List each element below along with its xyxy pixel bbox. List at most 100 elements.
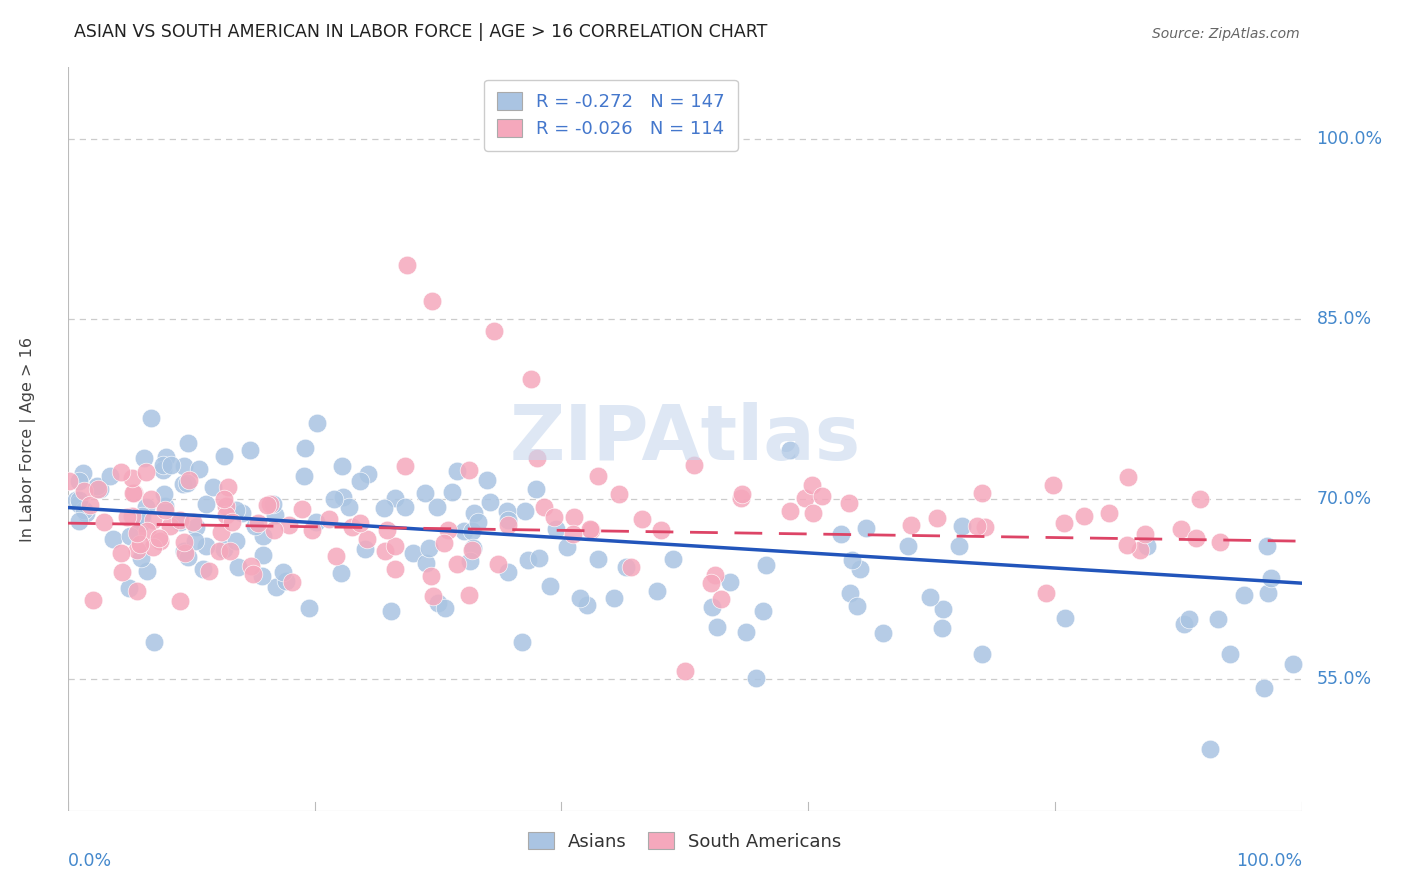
Point	[1199, 741, 1222, 756]
Point	[801, 477, 824, 491]
Point	[65, 492, 87, 507]
Point	[374, 544, 396, 558]
Point	[231, 506, 253, 520]
Point	[396, 258, 419, 272]
Point	[735, 625, 758, 640]
Point	[730, 491, 752, 506]
Point	[710, 592, 733, 607]
Point	[152, 458, 174, 472]
Point	[966, 519, 988, 533]
Point	[477, 473, 499, 487]
Point	[86, 479, 108, 493]
Point	[1115, 538, 1137, 552]
Point	[89, 482, 111, 496]
Point	[239, 558, 262, 573]
Point	[810, 489, 832, 503]
Point	[292, 469, 315, 483]
Point	[242, 566, 264, 581]
Point	[846, 599, 869, 613]
Point	[263, 523, 285, 537]
Point	[67, 497, 90, 511]
Point	[1136, 539, 1159, 553]
Point	[337, 500, 360, 515]
Point	[226, 560, 249, 574]
Point	[498, 566, 520, 580]
Point	[718, 574, 741, 589]
Point	[413, 485, 436, 500]
Point	[952, 519, 974, 533]
Point	[118, 529, 141, 543]
Point	[330, 566, 353, 580]
Point	[380, 604, 402, 618]
Point	[510, 635, 533, 649]
Text: 100.0%: 100.0%	[1316, 130, 1382, 148]
Point	[794, 491, 817, 505]
Point	[332, 490, 354, 504]
Point	[526, 450, 548, 465]
Point	[139, 410, 162, 425]
Point	[139, 491, 162, 506]
Point	[463, 507, 485, 521]
Point	[745, 671, 768, 685]
Point	[208, 544, 231, 558]
Point	[356, 467, 378, 482]
Point	[75, 506, 97, 520]
Point	[67, 514, 90, 528]
Point	[564, 510, 586, 524]
Point	[259, 498, 281, 512]
Point	[453, 524, 475, 538]
Point	[1173, 617, 1195, 632]
Point	[115, 510, 138, 524]
Point	[420, 294, 443, 309]
Point	[517, 553, 540, 567]
Text: ASIAN VS SOUTH AMERICAN IN LABOR FORCE | AGE > 16 CORRELATION CHART: ASIAN VS SOUTH AMERICAN IN LABOR FORCE |…	[75, 23, 768, 41]
Point	[538, 579, 561, 593]
Text: 70.0%: 70.0%	[1316, 490, 1372, 508]
Point	[202, 480, 225, 494]
Point	[152, 486, 174, 500]
Point	[172, 476, 194, 491]
Point	[838, 496, 860, 510]
Point	[631, 512, 654, 526]
Point	[1257, 586, 1279, 600]
Point	[340, 520, 363, 534]
Point	[131, 516, 153, 531]
Point	[67, 492, 90, 507]
Point	[603, 591, 626, 605]
Point	[273, 565, 295, 579]
Point	[221, 515, 243, 529]
Point	[515, 504, 537, 518]
Point	[149, 534, 172, 549]
Point	[1189, 491, 1212, 506]
Point	[1208, 535, 1230, 549]
Legend: Asians, South Americans: Asians, South Americans	[522, 825, 849, 858]
Point	[1098, 507, 1121, 521]
Point	[974, 520, 997, 534]
Point	[931, 621, 953, 635]
Point	[353, 542, 375, 557]
Point	[129, 551, 152, 566]
Point	[262, 497, 284, 511]
Point	[1042, 477, 1064, 491]
Point	[134, 450, 156, 465]
Point	[239, 442, 262, 457]
Point	[496, 513, 519, 527]
Point	[458, 588, 481, 602]
Point	[900, 517, 922, 532]
Point	[142, 513, 165, 527]
Point	[527, 551, 550, 566]
Point	[301, 523, 323, 537]
Point	[426, 597, 449, 611]
Point	[176, 476, 198, 491]
Point	[173, 534, 195, 549]
Point	[1282, 657, 1305, 672]
Point	[920, 590, 942, 604]
Point	[555, 540, 578, 554]
Point	[125, 526, 148, 541]
Point	[349, 475, 371, 489]
Point	[607, 486, 630, 500]
Point	[533, 500, 555, 514]
Point	[277, 518, 299, 533]
Point	[614, 560, 637, 574]
Point	[281, 574, 304, 589]
